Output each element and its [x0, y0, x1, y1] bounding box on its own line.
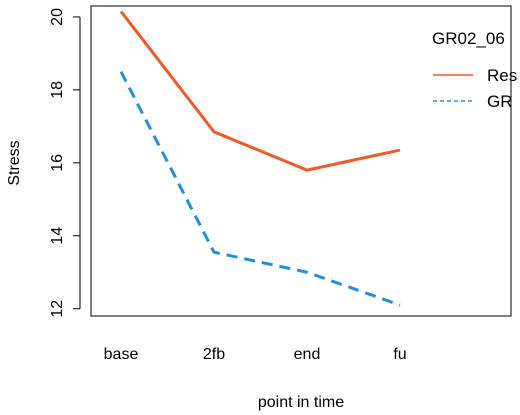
- x-tick-label: end: [294, 346, 321, 363]
- legend: GR02_06 Res GR: [432, 29, 517, 111]
- x-tick-label: base: [104, 346, 139, 363]
- x-axis-label: point in time: [258, 394, 344, 411]
- series-line-gr: [119, 70, 401, 307]
- y-tick-label: 18: [49, 81, 66, 99]
- series-layer: [119, 10, 401, 307]
- legend-label-res: Res: [487, 66, 517, 85]
- legend-label-gr: GR: [487, 92, 513, 111]
- x-tick-label: fu: [393, 346, 406, 363]
- series-line-res: [119, 10, 401, 172]
- x-axis: base 2fb end fu: [104, 346, 407, 363]
- y-tick-label: 16: [49, 154, 66, 172]
- y-tick-label: 14: [49, 227, 66, 245]
- x-tick-label: 2fb: [203, 346, 225, 363]
- y-tick-label: 20: [49, 8, 66, 26]
- y-axis-label: Stress: [6, 140, 23, 185]
- plot-box: [90, 5, 512, 317]
- y-tick-label: 12: [49, 300, 66, 318]
- legend-title: GR02_06: [432, 29, 505, 48]
- y-axis: 12 14 16 18 20: [49, 8, 81, 318]
